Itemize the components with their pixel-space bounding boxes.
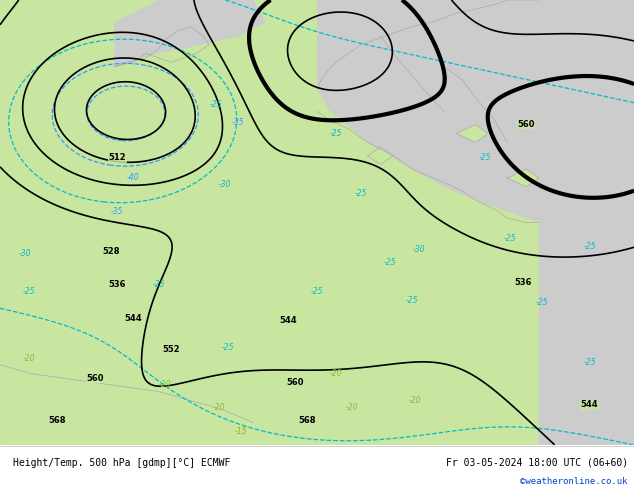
Text: -25: -25: [355, 189, 368, 198]
Polygon shape: [368, 147, 393, 165]
Text: -25: -25: [384, 258, 396, 267]
Text: -25: -25: [583, 358, 596, 367]
Text: -25: -25: [406, 296, 418, 305]
Text: -35: -35: [231, 118, 244, 127]
Text: Height/Temp. 500 hPa [gdmp][°C] ECMWF: Height/Temp. 500 hPa [gdmp][°C] ECMWF: [13, 458, 230, 468]
Text: -35: -35: [111, 207, 124, 216]
Text: -25: -25: [330, 129, 342, 138]
Text: -25: -25: [583, 243, 596, 251]
Text: -20: -20: [330, 369, 342, 378]
Text: -30: -30: [19, 249, 32, 258]
Text: 528: 528: [102, 247, 120, 256]
Text: ©weatheronline.co.uk: ©weatheronline.co.uk: [520, 477, 628, 487]
Text: -40: -40: [127, 173, 139, 182]
Text: 552: 552: [162, 345, 180, 354]
Text: 568: 568: [48, 416, 66, 425]
Text: 536: 536: [108, 280, 126, 289]
Polygon shape: [507, 169, 539, 187]
Text: 544: 544: [280, 316, 297, 325]
Text: -25: -25: [152, 280, 165, 289]
Text: 560: 560: [517, 120, 535, 129]
Text: -20: -20: [22, 354, 35, 363]
Text: -20: -20: [158, 380, 171, 390]
Text: -25: -25: [311, 287, 323, 296]
Text: -30: -30: [219, 180, 231, 189]
Text: 568: 568: [299, 416, 316, 425]
Text: -20: -20: [212, 403, 225, 412]
Polygon shape: [456, 124, 488, 143]
Text: -25: -25: [22, 287, 35, 296]
Text: 560: 560: [86, 374, 104, 383]
Text: -25: -25: [536, 298, 548, 307]
Text: 544: 544: [581, 400, 598, 409]
Text: 544: 544: [124, 314, 142, 322]
Text: -20: -20: [409, 396, 422, 405]
Text: -15: -15: [235, 427, 247, 436]
Text: Fr 03-05-2024 18:00 UTC (06+60): Fr 03-05-2024 18:00 UTC (06+60): [446, 458, 628, 468]
Text: -25: -25: [504, 234, 517, 243]
Text: 536: 536: [514, 278, 532, 287]
Text: 512: 512: [108, 153, 126, 163]
Polygon shape: [539, 200, 634, 445]
Polygon shape: [0, 0, 634, 445]
Text: 560: 560: [286, 378, 304, 387]
Text: -25: -25: [209, 100, 222, 109]
Text: -25: -25: [222, 343, 235, 351]
Text: -30: -30: [412, 245, 425, 254]
Text: -20: -20: [346, 403, 358, 412]
Text: -25: -25: [479, 153, 491, 163]
Polygon shape: [114, 0, 266, 67]
Polygon shape: [317, 0, 634, 222]
